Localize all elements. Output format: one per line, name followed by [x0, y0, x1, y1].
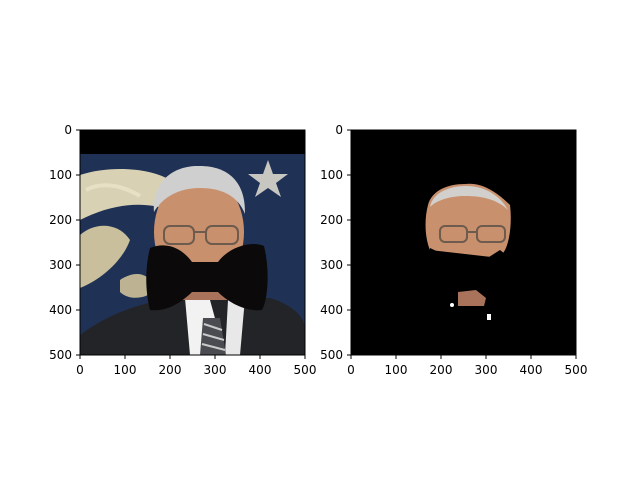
x-tick-label: 200 — [430, 363, 453, 377]
left-y-axis: 0 100 200 300 400 500 — [49, 123, 80, 362]
y-tick-label: 300 — [320, 258, 343, 272]
y-tick-label: 100 — [49, 168, 72, 182]
y-tick-label: 0 — [335, 123, 343, 137]
x-tick-label: 0 — [347, 363, 355, 377]
y-tick-label: 200 — [320, 213, 343, 227]
y-tick-label: 400 — [320, 303, 343, 317]
x-tick-label: 400 — [249, 363, 272, 377]
y-tick-label: 500 — [49, 348, 72, 362]
x-tick-label: 400 — [520, 363, 543, 377]
right-y-axis: 0 100 200 300 400 500 — [320, 123, 351, 362]
x-tick-label: 100 — [114, 363, 137, 377]
x-tick-label: 500 — [565, 363, 588, 377]
y-tick-label: 0 — [64, 123, 72, 137]
y-tick-label: 500 — [320, 348, 343, 362]
x-tick-label: 300 — [475, 363, 498, 377]
y-tick-label: 300 — [49, 258, 72, 272]
left-axes-frame — [79, 129, 306, 356]
x-tick-label: 300 — [204, 363, 227, 377]
x-tick-label: 0 — [76, 363, 84, 377]
y-tick-label: 200 — [49, 213, 72, 227]
left-x-axis: 0 100 200 300 400 500 — [76, 355, 316, 377]
x-tick-label: 100 — [385, 363, 408, 377]
x-tick-label: 200 — [159, 363, 182, 377]
y-tick-label: 100 — [320, 168, 343, 182]
right-x-axis: 0 100 200 300 400 500 — [347, 355, 587, 377]
x-tick-label: 500 — [294, 363, 317, 377]
y-tick-label: 400 — [49, 303, 72, 317]
right-axes-frame — [350, 129, 577, 356]
right-image-panel — [351, 130, 576, 355]
left-image-panel — [80, 130, 305, 355]
